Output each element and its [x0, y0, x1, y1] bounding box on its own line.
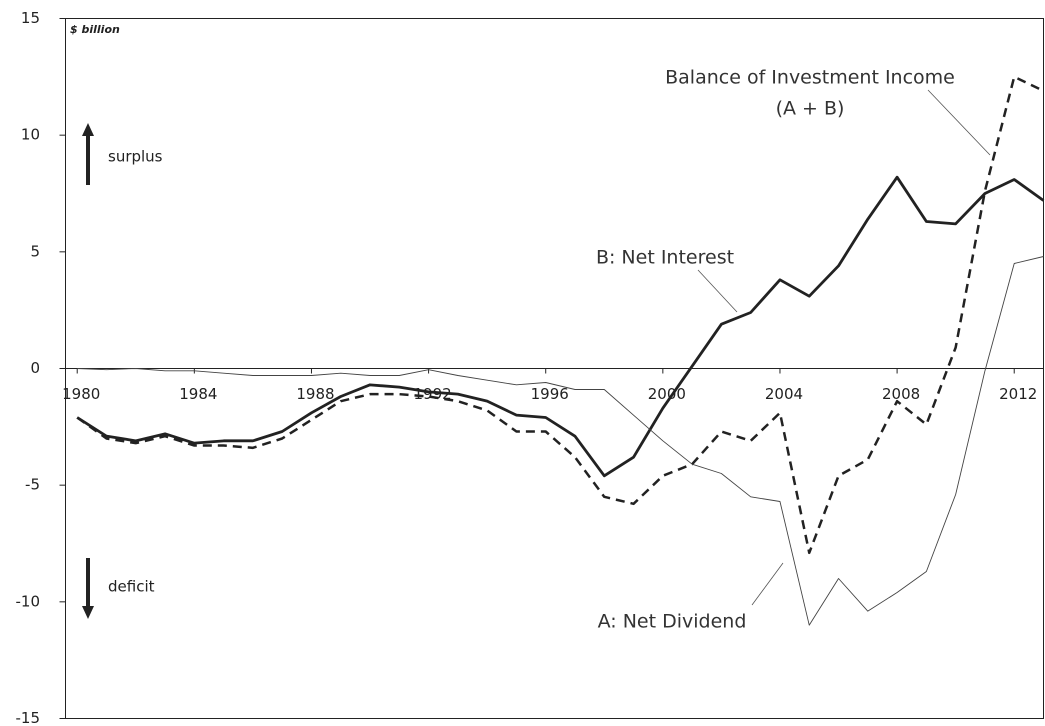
- y-tick-label: 5: [30, 242, 40, 260]
- y-tick-label: 10: [21, 126, 40, 144]
- x-tick-label: 1996: [531, 385, 569, 403]
- x-tick-label: 1980: [62, 385, 100, 403]
- surplus-arrow: [82, 123, 94, 185]
- x-tick-label: 1984: [179, 385, 217, 403]
- x-tick-label: 1992: [413, 385, 451, 403]
- y-tick-label: 15: [21, 9, 40, 27]
- x-tick-label: 2012: [999, 385, 1037, 403]
- y-tick-label: -15: [16, 709, 41, 726]
- annotation: surplus: [108, 148, 163, 166]
- x-tick-label: 2004: [765, 385, 803, 403]
- series-label: Balance of Investment Income: [665, 67, 955, 89]
- series-line: [76, 175, 1045, 478]
- series-label: A: Net Dividend: [598, 611, 747, 633]
- leader-line: [697, 269, 738, 313]
- x-tick-label: 2008: [882, 385, 920, 403]
- deficit-arrow: [82, 558, 94, 619]
- x-tick-label: 1988: [296, 385, 334, 403]
- y-tick-label: -10: [16, 592, 41, 610]
- series-line: [76, 75, 1045, 555]
- unit-label: $ billion: [70, 23, 120, 36]
- y-tick-label: 0: [30, 359, 40, 377]
- annotation: deficit: [108, 578, 155, 596]
- series-label: B: Net Interest: [596, 247, 734, 269]
- annotation: (A + B): [776, 98, 845, 120]
- series-line: [77, 256, 1044, 626]
- y-tick-label: -5: [25, 476, 40, 494]
- leader-line: [751, 562, 784, 606]
- leader-line: [927, 89, 991, 156]
